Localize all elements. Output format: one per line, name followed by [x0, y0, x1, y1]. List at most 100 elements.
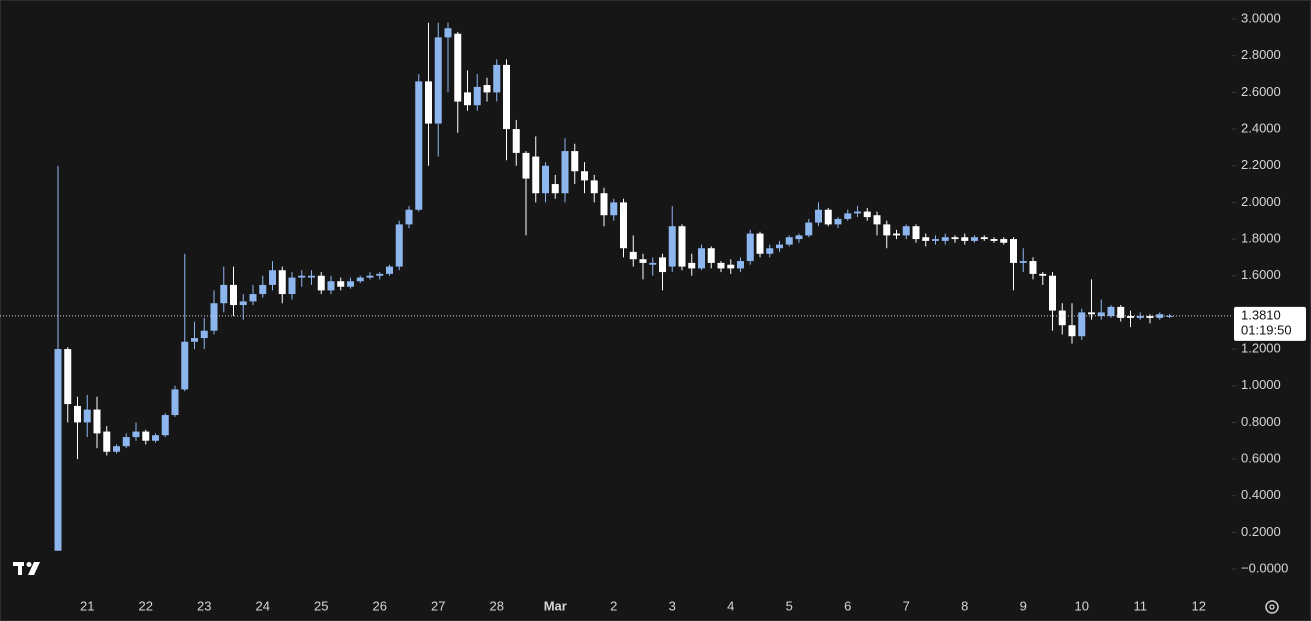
- candle-body: [54, 349, 62, 551]
- candle-body: [581, 171, 588, 181]
- logo-dot: [26, 562, 32, 567]
- y-tick-label: 1.6000: [1241, 267, 1281, 282]
- candle-body: [386, 266, 393, 274]
- candle-body: [74, 405, 81, 423]
- candle-body: [893, 233, 900, 236]
- candle-body: [230, 284, 237, 306]
- candle-body: [366, 275, 374, 278]
- candle-body: [785, 237, 793, 245]
- y-tick-label: 0.4000: [1241, 487, 1281, 502]
- candle-body: [883, 224, 891, 236]
- settings-button[interactable]: [1265, 600, 1279, 614]
- candle-body: [737, 261, 744, 269]
- candle-body: [83, 409, 91, 423]
- y-tick-label: 1.2000: [1241, 341, 1281, 356]
- candle-body: [1029, 261, 1037, 274]
- candle-body: [1010, 239, 1017, 263]
- candle-body: [142, 431, 150, 441]
- candle-body: [756, 233, 764, 254]
- candle-body: [1058, 310, 1066, 326]
- y-tick-label: 3.0000: [1241, 11, 1281, 26]
- logo-stem: [18, 562, 22, 575]
- x-tick-label: 11: [1134, 598, 1148, 613]
- candle-body: [961, 237, 969, 241]
- x-tick-label: 26: [373, 598, 387, 613]
- y-tick-label: 2.0000: [1241, 194, 1281, 209]
- candle-body: [356, 277, 364, 282]
- candle-body: [707, 248, 715, 263]
- candle-body: [1127, 316, 1134, 318]
- candle-body: [990, 239, 998, 241]
- candle-body: [698, 248, 705, 269]
- y-tick-label: 1.0000: [1241, 377, 1281, 392]
- candle-body: [308, 275, 315, 278]
- y-tick-label: 2.4000: [1241, 121, 1281, 136]
- candle-body: [688, 262, 696, 269]
- candle-body: [376, 273, 384, 276]
- candle-body: [181, 341, 189, 390]
- candle-body: [1088, 312, 1095, 315]
- candle-body: [161, 415, 169, 436]
- candle-body: [220, 284, 228, 304]
- candle-body: [1000, 239, 1008, 243]
- x-tick-label: 3: [669, 598, 676, 613]
- x-tick-label: 27: [431, 598, 445, 613]
- x-tick-label: 5: [786, 598, 793, 613]
- settings-gear-center[interactable]: [1269, 604, 1275, 610]
- candle-body: [668, 226, 676, 267]
- tradingview-logo: [13, 562, 40, 575]
- candle-body: [1049, 275, 1056, 311]
- y-tick-label: 2.6000: [1241, 84, 1281, 99]
- candle-body: [610, 202, 618, 216]
- x-tick-label: 24: [256, 598, 270, 613]
- candle-body: [620, 202, 627, 249]
- candle-body: [288, 277, 296, 295]
- candle-body: [483, 85, 491, 93]
- candle-body: [834, 218, 842, 225]
- candle-body: [522, 152, 530, 179]
- y-tick-label: 2.8000: [1241, 47, 1281, 62]
- candle-body: [912, 226, 920, 240]
- candle-body: [152, 435, 159, 441]
- x-tick-label: 6: [844, 598, 851, 613]
- x-tick-label: 23: [197, 598, 211, 613]
- x-tick-label: 4: [727, 598, 734, 613]
- candle-body: [649, 262, 657, 265]
- candle-body: [844, 213, 852, 219]
- candle-body: [1107, 306, 1115, 317]
- candle-body: [805, 222, 813, 236]
- settings-gear[interactable]: [1265, 600, 1279, 614]
- candle-body: [239, 301, 247, 306]
- y-tick-label: −0.0000: [1241, 561, 1288, 576]
- candle-body: [1166, 315, 1173, 317]
- candle-body: [922, 237, 930, 241]
- candle-body: [629, 251, 637, 260]
- y-tick-label: 1.8000: [1241, 231, 1281, 246]
- candle-body: [1117, 306, 1125, 318]
- candle-body: [210, 303, 218, 331]
- x-tick-label: 8: [961, 598, 968, 613]
- candle-body: [863, 211, 871, 218]
- candle-body: [678, 226, 686, 267]
- y-tick-label: 0.8000: [1241, 414, 1281, 429]
- candles: [54, 22, 1173, 551]
- candle-body: [815, 209, 822, 223]
- candle-body: [1146, 316, 1154, 318]
- x-tick-label: 22: [139, 598, 153, 613]
- candle-body: [590, 180, 598, 194]
- last-price-value: 1.3810: [1241, 307, 1281, 322]
- candle-body: [347, 281, 354, 287]
- candle-body: [493, 64, 501, 93]
- bar-countdown: 01:19:50: [1241, 322, 1292, 337]
- candle-body: [249, 294, 257, 302]
- candle-body: [727, 264, 735, 269]
- candle-body: [171, 389, 179, 416]
- candle-body: [600, 193, 608, 216]
- candle-body: [1019, 261, 1027, 263]
- candle-body: [64, 349, 72, 405]
- candle-body: [1097, 312, 1105, 317]
- candle-body: [542, 165, 549, 194]
- x-tick-label: 7: [903, 598, 910, 613]
- candle-body: [1068, 325, 1076, 337]
